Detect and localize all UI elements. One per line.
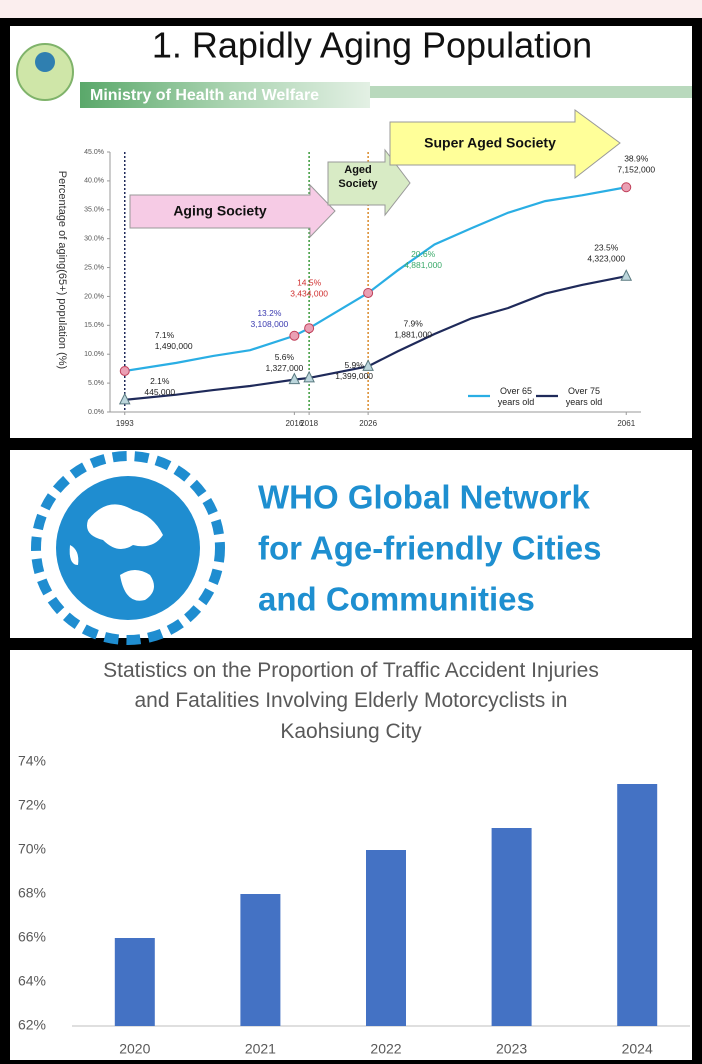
who-title-line: WHO Global Network bbox=[258, 479, 591, 516]
y-tick-label: 40.0% bbox=[84, 178, 104, 185]
legend-label-box: Over 75 years old bbox=[565, 386, 603, 407]
value-label: 5.6% bbox=[275, 352, 295, 362]
point-marker bbox=[289, 330, 300, 341]
ministry-bar bbox=[80, 82, 370, 108]
point-marker bbox=[620, 269, 633, 281]
phase-arrow bbox=[129, 183, 336, 239]
legend-label-box: Over 65 years old bbox=[497, 386, 535, 407]
y-tick-label: 70% bbox=[18, 841, 46, 857]
y-tick-label: 35.0% bbox=[84, 207, 104, 214]
y-tick-label: 68% bbox=[18, 885, 46, 901]
bar bbox=[491, 828, 532, 1026]
count-label: 1,327,000 bbox=[265, 363, 303, 373]
ministry-logo-mark bbox=[35, 52, 55, 72]
series-line bbox=[124, 275, 627, 401]
count-label: 1,399,000 bbox=[335, 371, 373, 381]
who-title-line: for Age-friendly Cities bbox=[258, 530, 602, 567]
count-label: 4,323,000 bbox=[587, 253, 625, 263]
y-tick-label: 5.0% bbox=[88, 380, 104, 387]
globe-icon bbox=[31, 451, 225, 645]
y-tick-label: 30.0% bbox=[84, 236, 104, 243]
point-marker bbox=[119, 365, 130, 376]
x-tick-label: 2018 bbox=[300, 419, 318, 428]
x-tick-label: 1993 bbox=[116, 419, 134, 428]
y-tick-label: 64% bbox=[18, 973, 46, 989]
count-label: 1,881,000 bbox=[394, 330, 432, 340]
chart-title: Statistics on the Proportion of Traffic … bbox=[103, 659, 599, 743]
x-tick-label: 2016 bbox=[285, 419, 303, 428]
chart-subtitle: Ministry of Health and Welfare bbox=[90, 87, 319, 104]
value-label: 20.6% bbox=[411, 249, 436, 259]
y-tick-label: 45.0% bbox=[84, 149, 104, 156]
phase-arrow bbox=[327, 148, 411, 217]
y-tick-label: 20.0% bbox=[84, 293, 104, 300]
bar bbox=[240, 894, 281, 1026]
value-label: 23.5% bbox=[594, 242, 619, 252]
value-label: 7.9% bbox=[403, 319, 423, 329]
point-marker bbox=[363, 287, 374, 298]
phase-label: Aging Society bbox=[173, 203, 267, 219]
value-label: 2.1% bbox=[150, 376, 170, 386]
count-label: 1,490,000 bbox=[155, 341, 193, 351]
who-title-line: and Communities bbox=[258, 581, 535, 618]
y-tick-label: 74% bbox=[18, 753, 46, 769]
y-tick-label: 0.0% bbox=[88, 409, 104, 416]
y-tick-label: 66% bbox=[18, 929, 46, 945]
point-marker bbox=[118, 392, 131, 405]
phase-label-box: Aged Society bbox=[338, 164, 378, 190]
x-tick-label: 2021 bbox=[245, 1041, 276, 1057]
x-tick-label: 2022 bbox=[370, 1041, 401, 1057]
y-tick-label: 10.0% bbox=[84, 351, 104, 358]
bar bbox=[114, 938, 155, 1026]
x-tick-label: 2024 bbox=[622, 1041, 653, 1057]
y-tick-label: 25.0% bbox=[84, 264, 104, 271]
x-tick-label: 2020 bbox=[119, 1041, 150, 1057]
value-label: 7.1% bbox=[155, 330, 175, 340]
point-marker bbox=[621, 182, 632, 193]
x-tick-label: 2061 bbox=[617, 419, 635, 428]
phase-label: Aged Society bbox=[338, 164, 378, 190]
series-line bbox=[124, 186, 627, 373]
chart-title-box: Statistics on the Proportion of Traffic … bbox=[103, 659, 599, 743]
point-marker bbox=[303, 370, 315, 383]
y-tick-label: 15.0% bbox=[84, 322, 104, 329]
point-marker bbox=[304, 323, 315, 334]
point-marker bbox=[362, 359, 374, 371]
value-label: 13.2% bbox=[257, 308, 282, 318]
y-tick-label: 72% bbox=[18, 797, 46, 813]
count-label: 3,434,000 bbox=[290, 288, 328, 298]
point-marker bbox=[288, 372, 301, 385]
ministry-bar-tail bbox=[370, 86, 692, 98]
y-tick-label: 62% bbox=[18, 1017, 46, 1033]
y-axis-label: Percentage of aging(65+) population (%) bbox=[56, 171, 68, 369]
legend-label: Over 75 years old bbox=[565, 386, 603, 407]
phase-label: Super Aged Society bbox=[424, 135, 556, 151]
phase-arrow bbox=[389, 109, 621, 180]
count-label: 3,108,000 bbox=[250, 319, 288, 329]
count-label: 445,000 bbox=[144, 387, 175, 397]
legend-label: Over 65 years old bbox=[497, 386, 535, 407]
count-label: 7,152,000 bbox=[617, 164, 655, 174]
count-label: 4,881,000 bbox=[404, 260, 442, 270]
value-label: 5.9% bbox=[344, 360, 364, 370]
chart-title: 1. Rapidly Aging Population bbox=[152, 25, 592, 66]
x-tick-label: 2026 bbox=[359, 419, 377, 428]
bar bbox=[617, 784, 658, 1026]
value-label: 38.9% bbox=[624, 153, 649, 163]
x-tick-label: 2023 bbox=[496, 1041, 527, 1057]
bar bbox=[366, 850, 406, 1026]
value-label: 14.5% bbox=[297, 277, 322, 287]
